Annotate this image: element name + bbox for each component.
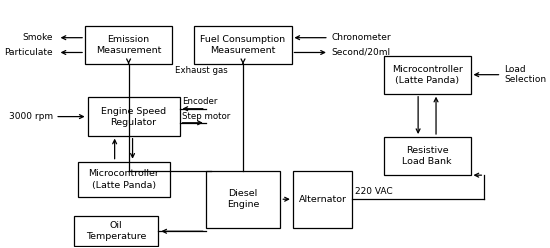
Text: Emission
Measurement: Emission Measurement: [96, 35, 161, 55]
Text: Exhaust gas: Exhaust gas: [174, 66, 227, 75]
Text: Chronometer: Chronometer: [331, 33, 391, 42]
FancyBboxPatch shape: [383, 137, 471, 175]
Text: Encoder: Encoder: [182, 97, 217, 106]
Text: Load
Selection: Load Selection: [504, 65, 546, 84]
FancyBboxPatch shape: [87, 97, 179, 136]
FancyBboxPatch shape: [383, 56, 471, 94]
FancyBboxPatch shape: [85, 26, 172, 64]
Text: Diesel
Engine: Diesel Engine: [227, 189, 259, 209]
Text: Second/20ml: Second/20ml: [331, 48, 390, 57]
FancyBboxPatch shape: [78, 162, 169, 197]
FancyBboxPatch shape: [195, 26, 292, 64]
Text: Alternator: Alternator: [299, 195, 346, 204]
Text: Particulate: Particulate: [4, 48, 53, 57]
Text: 220 VAC: 220 VAC: [355, 187, 393, 196]
FancyBboxPatch shape: [74, 217, 158, 246]
Text: Smoke: Smoke: [22, 33, 53, 42]
FancyBboxPatch shape: [293, 171, 353, 228]
Text: Oil
Temperature: Oil Temperature: [86, 221, 146, 241]
Text: Engine Speed
Regulator: Engine Speed Regulator: [101, 107, 166, 127]
Text: 3000 rpm: 3000 rpm: [9, 112, 53, 121]
Text: Resistive
Load Bank: Resistive Load Bank: [402, 146, 452, 166]
Text: Step motor: Step motor: [182, 112, 230, 121]
FancyBboxPatch shape: [206, 171, 280, 228]
Text: Fuel Consumption
Measurement: Fuel Consumption Measurement: [200, 35, 285, 55]
Text: Microcontroller
(Latte Panda): Microcontroller (Latte Panda): [88, 169, 159, 189]
Text: Microcontroller
(Latte Panda): Microcontroller (Latte Panda): [392, 65, 463, 85]
